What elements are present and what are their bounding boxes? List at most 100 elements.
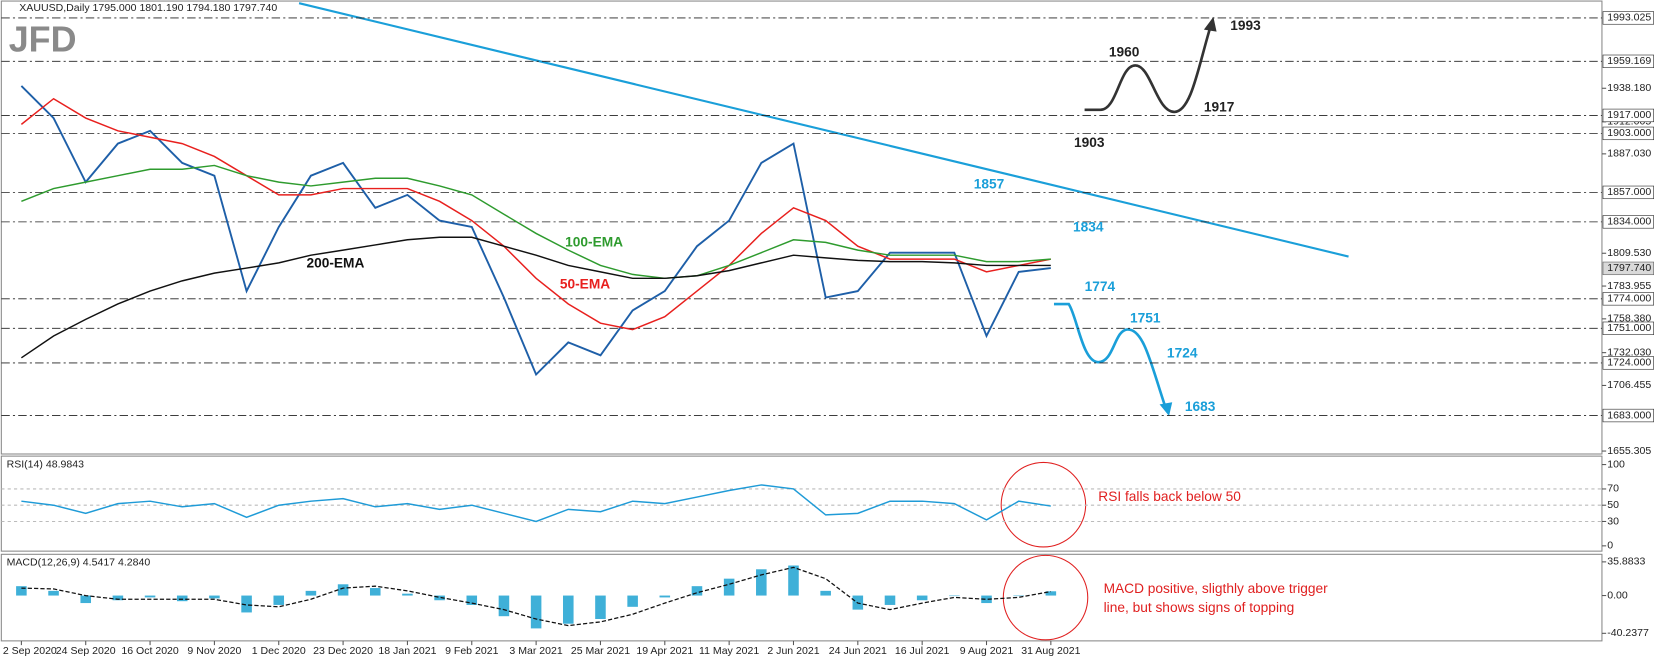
rsi-panel — [0, 455, 1603, 552]
series-line — [21, 566, 1051, 627]
series-label: 100-EMA — [565, 234, 623, 249]
level-box — [1602, 408, 1654, 423]
level-label: 1857.000 — [1607, 186, 1651, 198]
level-annotation: 1903 — [1074, 135, 1105, 150]
level-box — [1602, 215, 1654, 229]
y-tick-label: 1655.305 — [1607, 445, 1651, 457]
x-tick-label: 11 May 2021 — [699, 645, 759, 657]
macd-bar — [402, 593, 413, 596]
macd-title: MACD(12,26,9) 4.5417 4.2840 — [7, 557, 151, 569]
level-annotation: 1683 — [1185, 399, 1216, 414]
level-annotation: 1834 — [1073, 220, 1104, 235]
last-price-label: 1797.740 — [1607, 262, 1651, 274]
level-label: 1959.169 — [1607, 55, 1651, 67]
macd-bar — [176, 595, 188, 602]
y-tick-label: 35.8833 — [1607, 556, 1645, 568]
note: MACD positive, sligthly above trigger — [1104, 581, 1329, 596]
macd-panel — [0, 553, 1603, 642]
level-box — [1602, 185, 1654, 200]
series-line — [21, 164, 1051, 280]
x-tick-label: 9 Aug 2021 — [960, 645, 1014, 657]
x-tick-label: 24 Jun 2021 — [829, 645, 887, 657]
level-label: 1903.000 — [1607, 127, 1651, 139]
level-annotation: 1751 — [1130, 310, 1161, 325]
x-tick-label: 3 Mar 2021 — [509, 645, 562, 657]
level-box — [1602, 321, 1654, 335]
y-tick-label: 70 — [1607, 483, 1619, 495]
macd-bar — [659, 595, 671, 598]
y-tick-label: 0.00 — [1607, 589, 1628, 601]
macd-bar — [1045, 591, 1057, 596]
x-tick-label: 31 Aug 2021 — [1021, 645, 1080, 657]
y-tick-label: 1706.455 — [1607, 379, 1651, 391]
level-box — [1602, 126, 1654, 141]
x-tick-label: 9 Feb 2021 — [445, 645, 498, 657]
macd-bar — [144, 595, 156, 598]
macd-bar — [530, 595, 542, 629]
macd-bar — [788, 565, 799, 596]
macd-bar — [884, 595, 896, 605]
macd-bar — [241, 595, 252, 613]
series-line — [20, 97, 1051, 331]
series-label: 50-EMA — [560, 277, 610, 292]
macd-bar — [691, 586, 703, 596]
macd-bar — [627, 595, 638, 607]
main-panel — [0, 0, 1603, 455]
last-price-box — [1602, 261, 1654, 276]
note: RSI falls back below 50 — [1098, 489, 1241, 504]
macd-bar — [949, 595, 960, 597]
level-annotation: 1857 — [974, 176, 1005, 191]
level-box — [1602, 292, 1654, 306]
arrow-head — [1203, 16, 1217, 32]
x-tick-label: 24 Sep 2020 — [56, 645, 116, 657]
series-line — [20, 85, 1051, 377]
y-tick-label: 30 — [1607, 515, 1619, 527]
level-annotation: 1960 — [1109, 44, 1140, 59]
x-tick-label: 1 Dec 2020 — [252, 645, 306, 657]
y-tick-label: 1732.030 — [1607, 346, 1651, 358]
x-tick-label: 16 Jul 2021 — [895, 645, 950, 657]
level-label: 1774.000 — [1607, 293, 1651, 305]
level-box — [1602, 11, 1654, 25]
macd-bar — [1013, 595, 1024, 597]
x-tick-label: 9 Nov 2020 — [187, 645, 241, 657]
level-annotation: 1774 — [1085, 279, 1116, 294]
level-annotation: 1917 — [1204, 99, 1235, 114]
chart-title: XAUUSD,Daily 1795.000 1801.190 1794.180 … — [19, 2, 277, 14]
macd-bar — [273, 595, 285, 605]
level-label: 1683.000 — [1607, 409, 1651, 421]
level-annotation: 1993 — [1230, 18, 1261, 33]
y-tick-label: 1938.180 — [1607, 82, 1651, 94]
macd-bar — [756, 569, 767, 596]
y-tick-label: 0 — [1607, 540, 1613, 552]
note: line, but shows signs of topping — [1104, 600, 1295, 615]
series-line — [20, 236, 1051, 359]
logo: JFD — [9, 20, 77, 60]
macd-bar — [112, 595, 124, 601]
level-annotation: 1724 — [1167, 345, 1198, 360]
y-tick-label: 1783.955 — [1607, 280, 1651, 292]
macd-bar — [16, 586, 27, 596]
y-tick-label: 1887.030 — [1607, 148, 1651, 160]
macd-bar — [595, 595, 606, 620]
macd-bar — [434, 595, 445, 601]
level-label: 1917.000 — [1607, 109, 1651, 121]
macd-bar — [80, 595, 92, 604]
macd-bar — [48, 590, 59, 596]
x-tick-label: 23 Dec 2020 — [313, 645, 373, 657]
series-line — [21, 484, 1051, 523]
macd-bar — [723, 578, 735, 596]
macd-bar — [498, 595, 510, 617]
level-label: 1993.025 — [1607, 12, 1651, 24]
macd-bar — [916, 595, 928, 601]
level-label: 1834.000 — [1607, 216, 1651, 228]
level-label: 1751.000 — [1607, 322, 1651, 334]
y-tick-label: 1758.380 — [1607, 313, 1651, 325]
x-tick-label: 2 Sep 2020 — [3, 645, 57, 657]
macd-bar — [305, 590, 317, 596]
series-label: 200-EMA — [306, 256, 364, 271]
bull-scenario — [1084, 27, 1212, 114]
x-tick-label: 2 Jun 2021 — [767, 645, 819, 657]
